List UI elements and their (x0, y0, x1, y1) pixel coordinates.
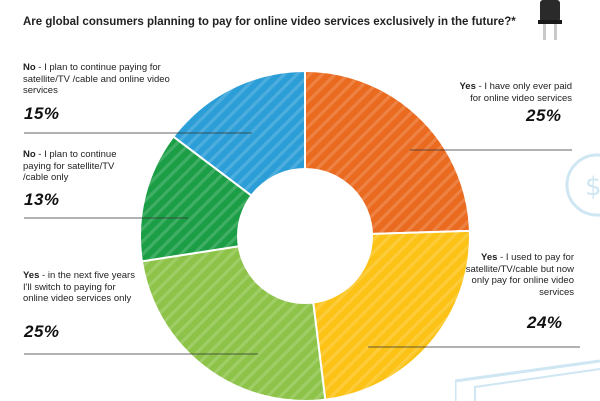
pct-no-both: 15% (24, 104, 60, 123)
decorative-frame-icon (455, 359, 600, 401)
pct-yes-switch: 25% (24, 322, 60, 341)
label-yes-only-ever: Yes - I have only ever paid for online v… (459, 81, 573, 104)
chart-title: Are global consumers planning to pay for… (23, 16, 516, 28)
label-no-cable-only: No - I plan to continue paying for satel… (23, 149, 117, 183)
pct-no-cable-only: 13% (24, 190, 60, 209)
label-yes-used-to: Yes - I used to pay for satellite/TV/cab… (465, 252, 574, 298)
label-no-both: No - I plan to continue paying for satel… (23, 62, 170, 96)
decorative-circle-icon: $ (565, 153, 600, 217)
label-yes-switch: Yes - in the next five years I'll switch… (23, 270, 135, 304)
plug-icon (538, 0, 562, 40)
svg-text:$: $ (585, 172, 600, 202)
pct-yes-only-ever: 25% (526, 106, 562, 125)
pct-yes-used-to: 24% (527, 313, 563, 332)
donut-hole (237, 168, 373, 304)
